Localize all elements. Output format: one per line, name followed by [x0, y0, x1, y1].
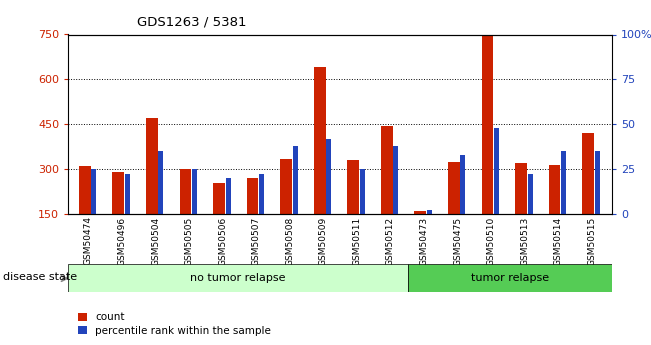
Bar: [293, 146, 298, 214]
Text: disease state: disease state: [3, 272, 77, 282]
Bar: [482, 34, 493, 214]
Text: GSM50514: GSM50514: [554, 216, 562, 266]
Bar: [225, 178, 230, 214]
Bar: [527, 175, 533, 214]
Bar: [360, 169, 365, 214]
Text: no tumor relapse: no tumor relapse: [191, 273, 286, 283]
Bar: [415, 211, 426, 214]
Bar: [381, 126, 393, 214]
Bar: [460, 155, 465, 214]
Text: GSM50509: GSM50509: [319, 216, 328, 266]
Text: GSM50475: GSM50475: [453, 216, 462, 266]
Bar: [146, 118, 158, 214]
Bar: [326, 139, 331, 214]
Legend: count, percentile rank within the sample: count, percentile rank within the sample: [74, 308, 275, 340]
Bar: [259, 175, 264, 214]
Bar: [247, 178, 258, 214]
Text: GSM50508: GSM50508: [285, 216, 294, 266]
Bar: [549, 165, 561, 214]
Text: GSM50506: GSM50506: [218, 216, 227, 266]
Bar: [180, 169, 191, 214]
Text: GSM50510: GSM50510: [487, 216, 495, 266]
Bar: [213, 183, 225, 214]
Bar: [91, 169, 96, 214]
FancyBboxPatch shape: [408, 264, 612, 292]
Text: GSM50505: GSM50505: [185, 216, 193, 266]
Text: GSM50507: GSM50507: [252, 216, 261, 266]
Bar: [582, 133, 594, 214]
Bar: [158, 151, 163, 214]
Bar: [192, 169, 197, 214]
Text: tumor relapse: tumor relapse: [471, 273, 549, 283]
Text: GSM50473: GSM50473: [419, 216, 428, 266]
Text: GSM50515: GSM50515: [587, 216, 596, 266]
Bar: [113, 172, 124, 214]
Bar: [314, 67, 326, 214]
Text: GSM50512: GSM50512: [386, 216, 395, 266]
Bar: [494, 128, 499, 214]
Bar: [561, 151, 566, 214]
Text: GSM50496: GSM50496: [118, 216, 126, 266]
Bar: [427, 210, 432, 214]
Text: GSM50504: GSM50504: [151, 216, 160, 266]
Text: GSM50511: GSM50511: [352, 216, 361, 266]
Bar: [79, 166, 90, 214]
Bar: [594, 151, 600, 214]
Bar: [280, 159, 292, 214]
Text: GDS1263 / 5381: GDS1263 / 5381: [137, 16, 246, 29]
Bar: [448, 161, 460, 214]
Bar: [125, 175, 130, 214]
FancyBboxPatch shape: [68, 264, 408, 292]
Bar: [515, 163, 527, 214]
Text: GSM50474: GSM50474: [84, 216, 93, 265]
Text: GSM50513: GSM50513: [520, 216, 529, 266]
Bar: [348, 160, 359, 214]
Bar: [393, 146, 398, 214]
